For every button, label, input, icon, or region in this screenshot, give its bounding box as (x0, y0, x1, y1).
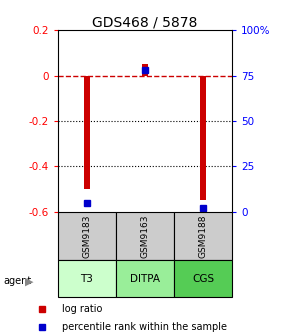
Text: GSM9188: GSM9188 (198, 214, 208, 258)
Bar (116, 212, 174, 260)
Text: CGS: CGS (192, 274, 214, 284)
Text: log ratio: log ratio (62, 304, 103, 314)
Text: GSM9183: GSM9183 (82, 214, 92, 258)
Bar (116, 260, 174, 297)
Bar (174, 260, 232, 297)
Bar (58, 260, 116, 297)
Bar (142, 64, 148, 76)
Text: percentile rank within the sample: percentile rank within the sample (62, 322, 227, 332)
Text: GSM9163: GSM9163 (140, 214, 150, 258)
Bar (84, 76, 90, 189)
Text: DITPA: DITPA (130, 274, 160, 284)
Text: agent: agent (3, 276, 31, 286)
Bar (58, 212, 116, 260)
Text: T3: T3 (81, 274, 93, 284)
Title: GDS468 / 5878: GDS468 / 5878 (92, 15, 198, 29)
Text: ▶: ▶ (25, 276, 33, 286)
Bar (200, 76, 206, 200)
Bar (174, 212, 232, 260)
